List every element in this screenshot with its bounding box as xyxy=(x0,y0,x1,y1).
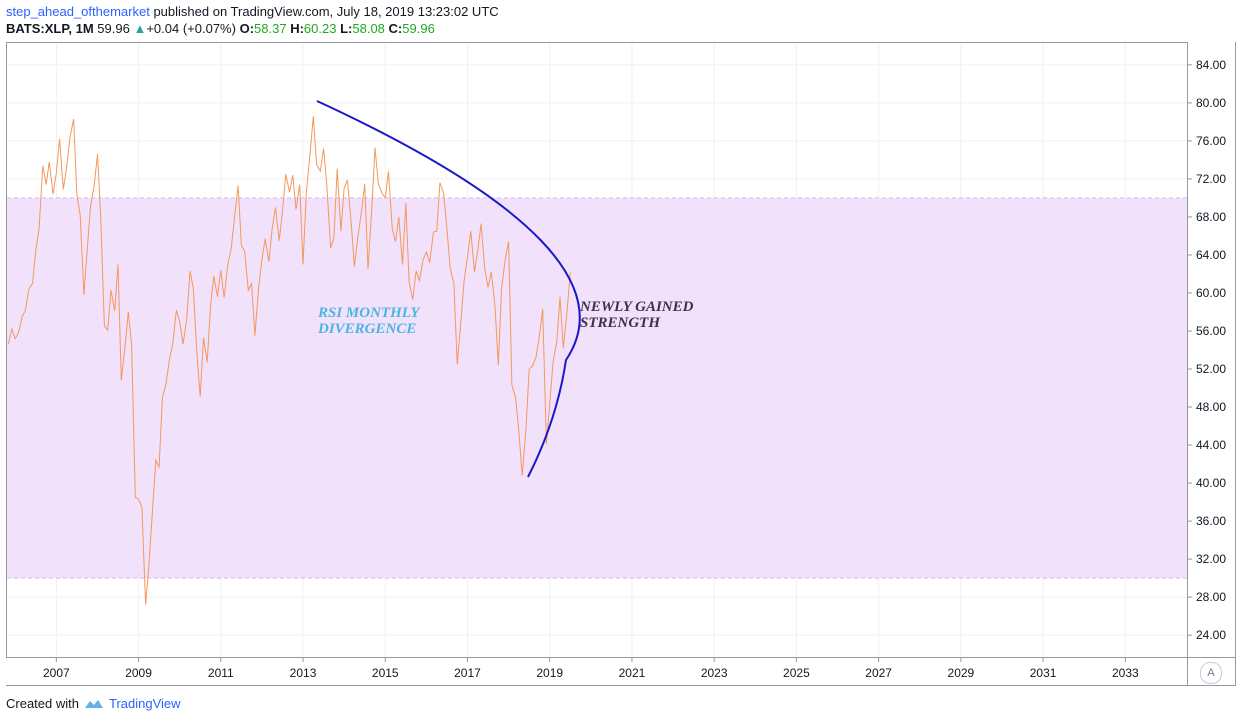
y-tick-label: 60.00 xyxy=(1196,286,1226,300)
high-value: 60.23 xyxy=(303,21,337,36)
svg-text:RSI MONTHLY: RSI MONTHLY xyxy=(317,305,421,321)
svg-text:DIVERGENCE: DIVERGENCE xyxy=(317,321,416,337)
symbol-label: BATS:XLP, 1M xyxy=(6,21,94,36)
y-tick-label: 72.00 xyxy=(1196,172,1226,186)
x-tick-label: 2023 xyxy=(701,666,728,680)
divergence-curve xyxy=(316,100,581,478)
y-tick-label: 52.00 xyxy=(1196,362,1226,376)
y-tick-label: 76.00 xyxy=(1196,134,1226,148)
y-tick-label: 28.00 xyxy=(1196,590,1226,604)
y-tick-label: 24.00 xyxy=(1196,628,1226,642)
x-tick-label: 2031 xyxy=(1030,666,1057,680)
x-tick-label: 2029 xyxy=(948,666,975,680)
rsi-band xyxy=(7,197,1187,579)
published-text: published on TradingView.com, July 18, 2… xyxy=(153,4,499,19)
x-tick-label: 2015 xyxy=(372,666,399,680)
high-label: H: xyxy=(290,21,304,36)
svg-text:STRENGTH: STRENGTH xyxy=(580,315,661,331)
author-link[interactable]: step_ahead_ofthemarket xyxy=(6,4,150,19)
x-tick-label: 2017 xyxy=(454,666,481,680)
y-tick-label: 68.00 xyxy=(1196,210,1226,224)
x-tick-label: 2007 xyxy=(43,666,70,680)
low-value: 58.08 xyxy=(352,21,385,36)
footer: Created with TradingView xyxy=(6,696,181,711)
close-label: C: xyxy=(388,21,403,36)
price-scale[interactable]: 84.00 80.00 76.00 72.00 68.00 64.00 60.00 56.00… xyxy=(1187,58,1226,642)
time-scale[interactable]: 2007 2009 2011 2013 2015 2017 2019 2021 2023 2025… xyxy=(43,657,1139,680)
y-tick-label: 36.00 xyxy=(1196,514,1226,528)
y-tick-label: 48.00 xyxy=(1196,400,1226,414)
change-value: +0.04 (+0.07%) xyxy=(146,21,236,36)
x-tick-label: 2013 xyxy=(290,666,317,680)
open-label: O: xyxy=(239,21,255,36)
y-tick-label: 64.00 xyxy=(1196,248,1226,262)
close-value: 59.96 xyxy=(402,21,435,36)
y-tick-label: 44.00 xyxy=(1196,438,1226,452)
annotation-newly-gained-strength: NEWLY GAINED STRENGTH xyxy=(579,299,694,331)
last-price: 59.96 xyxy=(97,21,130,36)
y-tick-label: 32.00 xyxy=(1196,552,1226,566)
x-tick-label: 2033 xyxy=(1112,666,1139,680)
up-arrow-icon: ▲ xyxy=(133,21,147,36)
annotation-rsi-monthly-divergence: RSI MONTHLY DIVERGENCE xyxy=(317,305,421,337)
low-label: L: xyxy=(340,21,353,36)
y-tick-label: 40.00 xyxy=(1196,476,1226,490)
open-value: 58.37 xyxy=(254,21,287,36)
rsi-series-line xyxy=(7,116,571,605)
svg-text:NEWLY GAINED: NEWLY GAINED xyxy=(579,299,694,315)
x-tick-label: 2011 xyxy=(208,666,234,680)
y-tick-label: 84.00 xyxy=(1196,58,1226,72)
x-tick-label: 2021 xyxy=(619,666,646,680)
chart-header-ohlc: BATS:XLP, 1M 59.96 ▲+0.04 (+0.07%) O:58.… xyxy=(6,21,435,36)
created-with-text: Created with xyxy=(6,696,79,711)
tradingview-logo-icon xyxy=(84,699,103,708)
x-tick-label: 2025 xyxy=(783,666,810,680)
x-tick-label: 2027 xyxy=(865,666,892,680)
x-tick-label: 2009 xyxy=(125,666,152,680)
tradingview-brand-link[interactable]: TradingView xyxy=(108,696,181,711)
x-tick-label: 2019 xyxy=(536,666,563,680)
chart-header-publisher: step_ahead_ofthemarket published on Trad… xyxy=(6,4,499,19)
y-tick-label: 56.00 xyxy=(1196,324,1226,338)
y-tick-label: 80.00 xyxy=(1196,96,1226,110)
auto-scale-button[interactable]: A xyxy=(1200,662,1222,684)
